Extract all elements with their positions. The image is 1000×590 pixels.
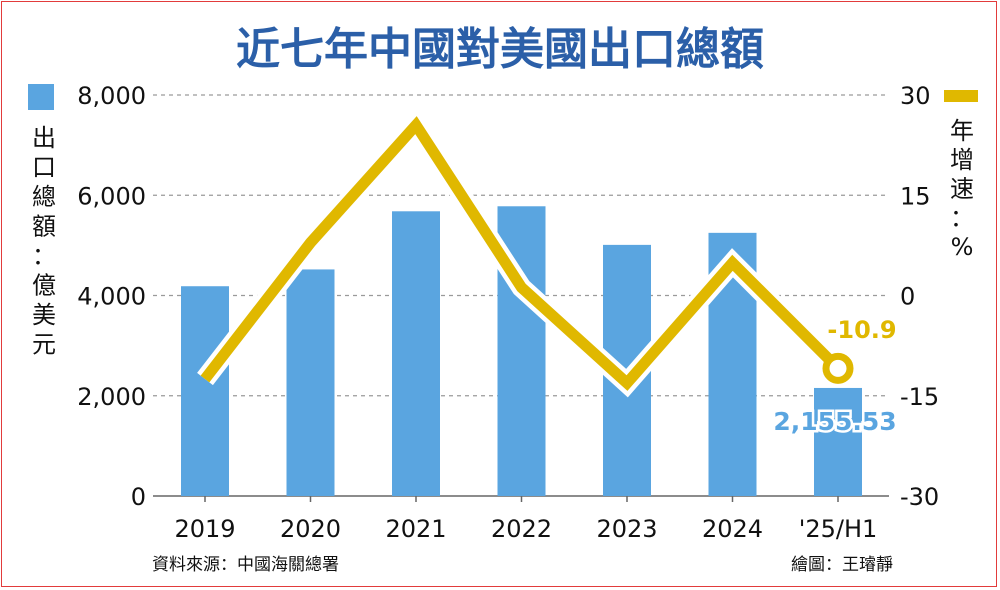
growth-point <box>822 352 854 384</box>
left-axis-ticks: 0 2,000 4,000 6,000 8,000 <box>77 82 146 511</box>
bar-series <box>181 206 862 497</box>
left-tick-label: 4,000 <box>77 283 146 311</box>
category-label: 2020 <box>280 515 341 543</box>
left-axis-label-char: 口 <box>32 154 56 182</box>
category-label: 2024 <box>702 515 763 543</box>
right-axis-label-char: 增 <box>950 146 974 174</box>
left-axis-label-char: 億 <box>32 272 56 300</box>
left-tick-label: 6,000 <box>77 182 146 210</box>
right-axis-label-char: 速 <box>950 175 974 203</box>
left-axis-label-char: 總 <box>32 183 56 211</box>
bar <box>392 211 440 497</box>
left-axis-label: 出口總額：億美元 <box>32 124 56 359</box>
left-tick-label: 8,000 <box>77 82 146 110</box>
category-labels: 2019 2020 2021 2022 2023 2024 '25/H1 <box>174 496 877 543</box>
source-note: 資料來源：中國海關總署 <box>152 555 339 575</box>
right-tick-label: 30 <box>900 82 931 110</box>
right-tick-label: 15 <box>900 182 931 210</box>
growth-line-series <box>197 108 854 398</box>
category-label: 2019 <box>174 515 235 543</box>
left-axis-label-char: 出 <box>32 124 56 152</box>
category-label: 2022 <box>491 515 552 543</box>
chart-title: 近七年中國對美國出口總額 <box>236 24 764 75</box>
bar <box>181 286 229 496</box>
category-label: '25/H1 <box>799 515 878 543</box>
credit-note: 繪圖：王璿靜 <box>791 555 893 575</box>
bar <box>286 269 335 496</box>
right-axis-label-char: 年 <box>950 117 974 145</box>
right-tick-label: -15 <box>900 383 939 411</box>
right-axis-label: 年增速：% <box>950 117 974 261</box>
category-label: 2021 <box>385 515 446 543</box>
left-axis-label-char: 額 <box>32 213 56 241</box>
right-axis-label-char: ： <box>950 204 974 232</box>
right-axis-ticks: -30 -15 0 15 30 <box>900 82 939 511</box>
right-tick-label: 0 <box>900 283 915 311</box>
last-value-label: 2,155.53 <box>773 407 896 436</box>
right-tick-label: -30 <box>900 483 939 511</box>
left-axis-label-char: ： <box>32 242 56 270</box>
legend-line-swatch <box>944 90 978 102</box>
left-axis-label-char: 美 <box>32 301 56 329</box>
left-tick-label: 0 <box>131 483 146 511</box>
last-growth-label: -10.9 <box>827 316 896 344</box>
category-label: 2023 <box>596 515 657 543</box>
bar <box>814 387 862 496</box>
legend-bar-swatch <box>28 84 54 110</box>
left-tick-label: 2,000 <box>77 383 146 411</box>
right-axis-label-char: % <box>951 233 974 261</box>
left-axis-label-char: 元 <box>32 331 56 359</box>
